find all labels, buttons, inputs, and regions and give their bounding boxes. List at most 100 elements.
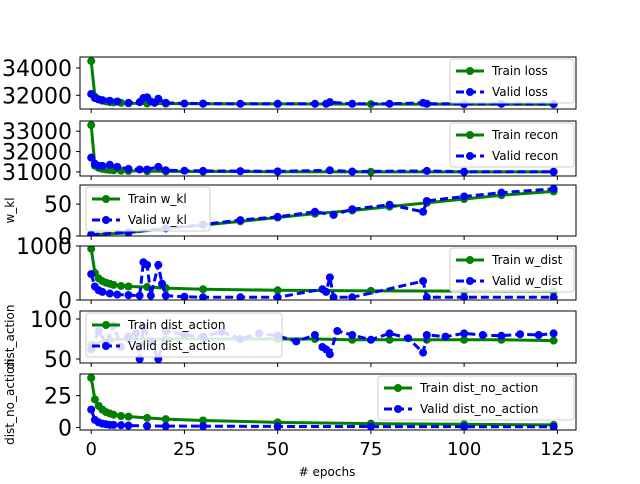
data-point [236, 99, 245, 108]
data-point [441, 332, 450, 341]
y-tick-label: 1000 [16, 235, 72, 260]
data-point [460, 335, 469, 344]
legend: Train w_dist Valid w_dist [449, 247, 575, 293]
data-point [146, 291, 155, 300]
data-point [98, 287, 107, 296]
data-point [419, 348, 428, 357]
legend-box [377, 375, 575, 421]
data-point [325, 166, 334, 175]
data-point [549, 336, 558, 345]
data-point [124, 282, 133, 291]
data-point [460, 329, 469, 338]
legend-entry: Train w_dist [491, 253, 563, 267]
data-point [87, 270, 96, 279]
data-point [158, 279, 167, 288]
data-point [199, 422, 208, 430]
data-point [549, 422, 558, 430]
legend-marker [466, 131, 474, 139]
legend-entry: Valid w_kl [128, 213, 187, 227]
data-point [348, 331, 357, 339]
x-tick-label: 125 [540, 439, 574, 460]
y-axis-label: dist_no_action [3, 359, 17, 445]
data-point [124, 421, 133, 430]
legend-entry: Train dist_action [127, 318, 225, 332]
data-point [325, 350, 334, 359]
subplot-4: 0 1000 Train w_dist Valid w_dist [16, 235, 577, 314]
legend-entry: Valid dist_action [128, 339, 226, 353]
axes-frame [79, 373, 577, 431]
data-point [348, 99, 357, 108]
data-point [98, 161, 107, 170]
data-point [199, 99, 208, 108]
legend: Train loss Valid loss [449, 58, 575, 104]
data-point [161, 422, 170, 430]
data-point [366, 335, 375, 344]
data-point [422, 293, 431, 300]
subplot-6: 0 25 dist_no_action Train dist_no_action Val… [3, 359, 577, 445]
y-tick-label: 34000 [2, 57, 72, 82]
y-tick-label: 50 [44, 193, 72, 218]
legend-entry: Valid recon [492, 149, 558, 163]
data-point [549, 329, 558, 338]
x-tick-label: 100 [447, 439, 481, 460]
data-point [310, 99, 319, 108]
plot-area [87, 57, 558, 109]
data-point [87, 246, 96, 253]
data-point [117, 421, 126, 430]
y-tick-label: 0 [58, 289, 72, 314]
subplot-3: 0 50 w_kl Train w_kl Valid w_kl [3, 184, 577, 250]
legend-entry: Valid w_dist [492, 274, 563, 288]
data-point [87, 374, 96, 382]
data-point [422, 166, 431, 175]
x-tick-label: 0 [85, 439, 96, 460]
data-point [310, 207, 319, 216]
data-point [385, 329, 394, 338]
data-point [180, 166, 189, 175]
x-axis-label: # epochs [299, 465, 356, 479]
legend-entry: Train dist_no_action [419, 381, 538, 395]
data-point [385, 335, 394, 344]
data-point [422, 331, 431, 339]
subplot-5: 50 100 dist_action Train dist_action Valid d… [3, 305, 577, 373]
data-point [161, 166, 170, 175]
data-point [199, 166, 208, 175]
data-point [516, 330, 525, 339]
data-point [329, 210, 338, 219]
data-point [478, 331, 487, 339]
legend-entry: Valid dist_no_action [420, 402, 539, 416]
y-tick-label: 50 [44, 348, 72, 373]
legend: Train recon Valid recon [449, 122, 575, 168]
data-point [117, 412, 126, 420]
plot-area [87, 374, 558, 430]
data-point [292, 337, 301, 346]
data-point [180, 292, 189, 300]
legend-box [85, 312, 283, 358]
data-point [419, 207, 428, 216]
legend-marker [102, 342, 110, 350]
data-point [273, 293, 282, 300]
data-point [422, 99, 431, 108]
y-tick-label: 25 [44, 385, 72, 410]
data-point [366, 167, 375, 176]
data-point [549, 167, 558, 176]
data-point [348, 167, 357, 176]
data-point [385, 200, 394, 209]
data-point [154, 162, 163, 171]
legend: Train dist_action Valid dist_action [85, 312, 283, 358]
x-tick-label: 75 [359, 439, 382, 460]
data-point [199, 285, 208, 294]
axes-frame [79, 56, 577, 110]
axes-frame [79, 120, 577, 177]
data-point [273, 422, 282, 430]
data-point [534, 331, 543, 339]
y-tick-label: 100 [30, 308, 72, 333]
legend-marker [466, 152, 474, 160]
data-point [460, 293, 469, 300]
data-point [325, 98, 334, 107]
data-point [161, 415, 170, 424]
x-tick-label: 50 [266, 439, 289, 460]
data-point [113, 97, 122, 106]
data-point [124, 291, 133, 300]
